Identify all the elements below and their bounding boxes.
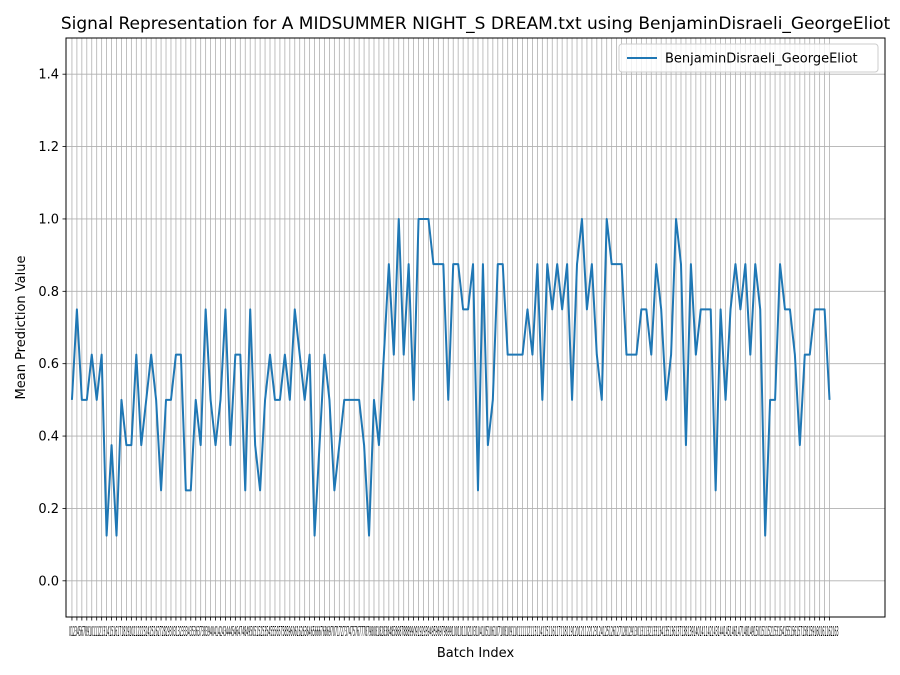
y-tick-label: 0.6: [38, 357, 59, 372]
y-tick-label: 1.0: [38, 212, 59, 227]
x-axis-label: Batch Index: [437, 646, 515, 661]
legend: BenjaminDisraeli_GeorgeEliot: [618, 43, 879, 73]
legend-entry-label: BenjaminDisraeli_GeorgeEliot: [665, 52, 858, 67]
plot-frame: [65, 37, 886, 618]
x-axis-ticks: 0123456789101112131415161718192021222324…: [69, 617, 839, 640]
y-tick-label: 0.2: [38, 502, 59, 517]
y-axis-label: Mean Prediction Value: [14, 256, 29, 400]
series-line: [70, 217, 831, 537]
y-tick-label: 0.0: [38, 574, 59, 589]
y-axis-ticks: 0.0 0.2 0.4 0.6 0.8 1.0 1.2 1.4: [38, 68, 66, 589]
chart-title: Signal Representation for A MIDSUMMER NI…: [61, 14, 891, 34]
y-tick-label: 1.4: [38, 68, 59, 83]
y-tick-label: 0.8: [38, 285, 59, 300]
legend-box: [618, 43, 879, 73]
y-tick-label: 0.4: [38, 430, 59, 445]
grid-lines: [66, 38, 885, 617]
y-tick-label: 1.2: [38, 140, 59, 155]
x-tick-labels: 0123456789101112131415161718192021222324…: [69, 625, 839, 640]
series-lines: [70, 217, 831, 537]
